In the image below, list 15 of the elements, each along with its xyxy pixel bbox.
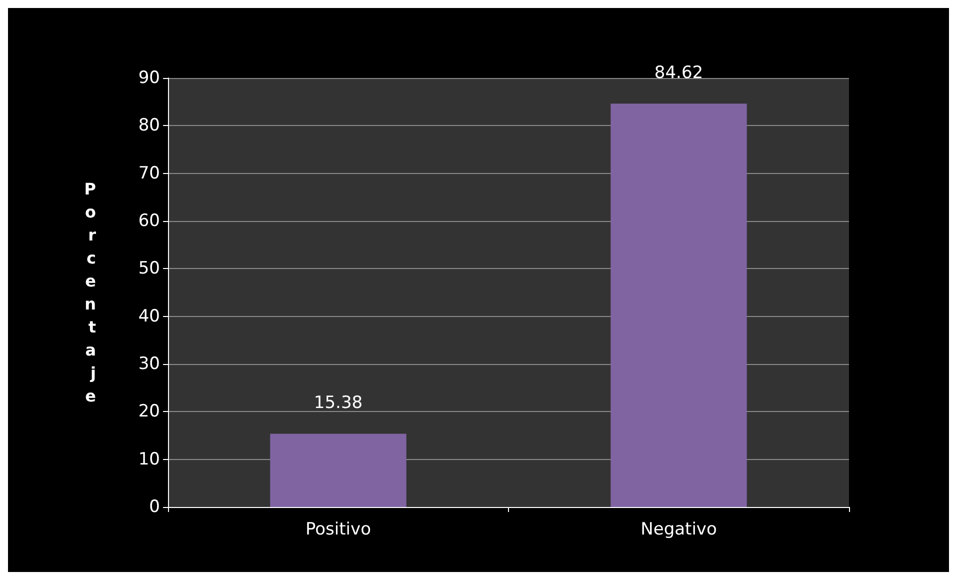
y-tick-label: 90 xyxy=(138,68,160,88)
data-label: 15.38 xyxy=(314,393,363,414)
text: Porcentaje xyxy=(84,180,96,406)
data-label: 84.62 xyxy=(654,63,704,84)
y-tick-label: 10 xyxy=(138,449,160,470)
y-tick-label: 30 xyxy=(138,354,160,374)
y-tick-label: 0 xyxy=(149,497,160,517)
y-tick-label: 80 xyxy=(138,116,160,136)
y-tick-label: 50 xyxy=(138,258,160,279)
y-tick-label: 70 xyxy=(138,163,160,184)
x-tick-label: Negativo xyxy=(640,520,717,540)
y-tick-label: 60 xyxy=(138,211,160,231)
y-tick-label: 40 xyxy=(138,306,160,326)
y-tick-label: 20 xyxy=(138,402,160,422)
x-tick-label: Positivo xyxy=(306,520,371,540)
